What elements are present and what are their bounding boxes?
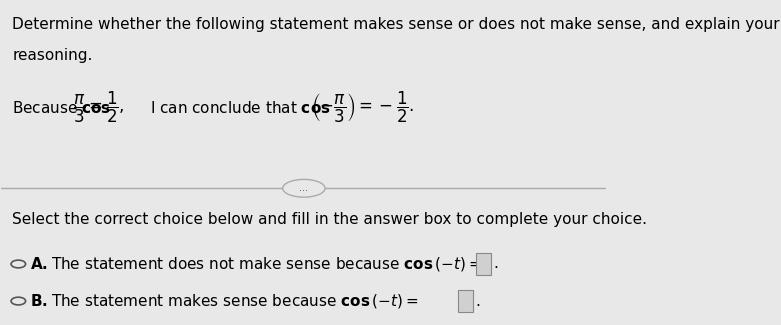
FancyBboxPatch shape [476,253,491,275]
Text: The statement does not make sense because $\mathbf{cos}\,(-t){=}$: The statement does not make sense becaus… [51,255,481,273]
Text: .: . [494,256,499,271]
Text: $\left(-\dfrac{\pi}{3}\right) = -\dfrac{1}{2}.$: $\left(-\dfrac{\pi}{3}\right) = -\dfrac{… [311,90,415,125]
Text: reasoning.: reasoning. [12,48,93,63]
Text: Because $\mathbf{cos}$: Because $\mathbf{cos}$ [12,100,112,116]
Text: ...: ... [299,183,308,193]
FancyBboxPatch shape [458,290,473,312]
Text: .: . [476,293,480,308]
Text: $\dfrac{\pi}{3} = \dfrac{1}{2},$: $\dfrac{\pi}{3} = \dfrac{1}{2},$ [73,90,124,125]
Text: The statement makes sense because $\mathbf{cos}\,(-t){=}$: The statement makes sense because $\math… [51,292,419,310]
Text: Select the correct choice below and fill in the answer box to complete your choi: Select the correct choice below and fill… [12,213,647,228]
Text: Determine whether the following statement makes sense or does not make sense, an: Determine whether the following statemen… [12,18,780,32]
Text: I can conclude that $\mathbf{cos}$: I can conclude that $\mathbf{cos}$ [150,100,330,116]
Text: $\mathbf{B.}$: $\mathbf{B.}$ [30,293,48,309]
Text: $\mathbf{A.}$: $\mathbf{A.}$ [30,256,48,272]
Ellipse shape [283,179,325,197]
